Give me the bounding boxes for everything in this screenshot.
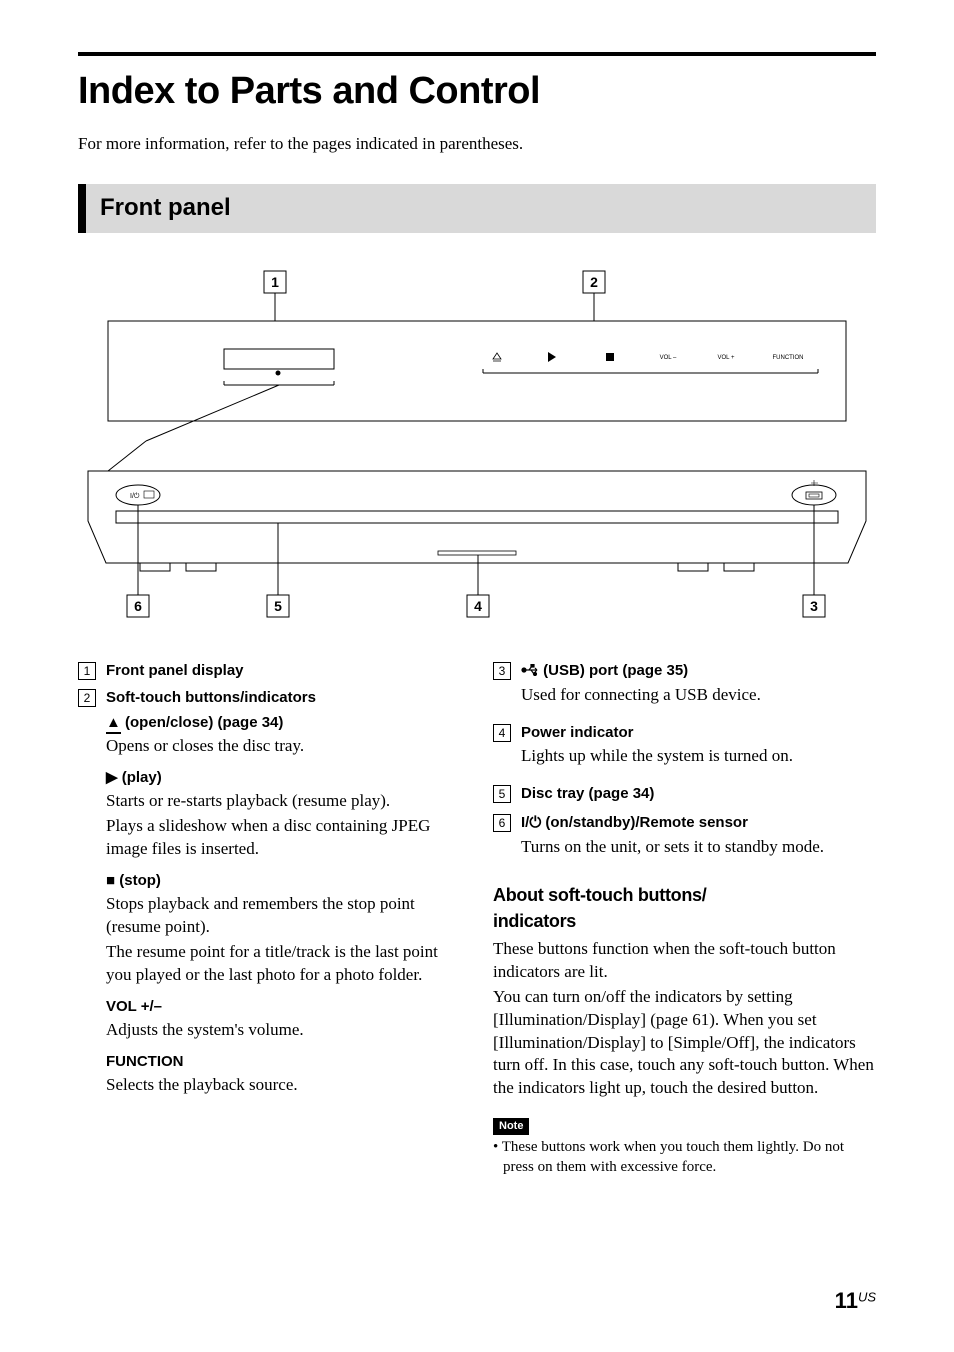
item-4-desc: Lights up while the system is turned on. <box>521 745 876 768</box>
soft-touch-heading-2: indicators <box>493 909 876 933</box>
num-5: 5 <box>493 785 511 803</box>
front-panel-figure: 1 2 VOL – VOL + FUNCTION I/⏻ <box>78 255 876 635</box>
vol-label: VOL +/– <box>106 997 461 1017</box>
item-6-desc: Turns on the unit, or sets it to standby… <box>521 836 876 859</box>
open-close-desc: Opens or closes the disc tray. <box>106 735 461 758</box>
function-label: FUNCTION <box>773 355 804 361</box>
play-desc-1: Starts or re-starts playback (resume pla… <box>106 790 461 813</box>
soft-touch-desc-1: These buttons function when the soft-tou… <box>493 938 876 984</box>
usb-icon <box>521 664 539 676</box>
callout-5: 5 <box>274 598 282 614</box>
callout-1: 1 <box>271 274 279 290</box>
stop-icon: ■ <box>106 872 115 889</box>
num-3: 3 <box>493 662 511 680</box>
power-sensor-icon: I/⏻ <box>116 485 160 505</box>
num-6: 6 <box>493 814 511 832</box>
item-4: 4 Power indicator Lights up while the sy… <box>493 721 876 779</box>
stop-block: ■ (stop) Stops playback and remembers th… <box>106 871 461 987</box>
function-block: FUNCTION Selects the playback source. <box>106 1052 461 1097</box>
function-desc: Selects the playback source. <box>106 1074 461 1097</box>
soft-touch-heading-1: About soft-touch buttons/ <box>493 883 876 907</box>
item-1: 1 Front panel display <box>78 659 461 682</box>
note-text: • These buttons work when you touch them… <box>493 1137 876 1178</box>
intro-text: For more information, refer to the pages… <box>78 133 876 156</box>
item-5: 5 Disc tray (page 34) <box>493 782 876 805</box>
svg-text:I/⏻: I/⏻ <box>130 492 140 500</box>
page-number: 11US <box>835 1286 876 1316</box>
num-2: 2 <box>78 689 96 707</box>
play-icon: ▶ <box>106 769 118 786</box>
vol-desc: Adjusts the system's volume. <box>106 1019 461 1042</box>
vol-minus-label: VOL – <box>660 355 677 361</box>
callout-3: 3 <box>810 598 818 614</box>
power-icon: ⏻ <box>529 814 541 831</box>
item-3-label: (USB) port (page 35) <box>539 662 688 679</box>
eject-icon: ▲ <box>106 713 121 733</box>
stop-desc-2: The resume point for a title/track is th… <box>106 941 461 987</box>
play-desc-2: Plays a slideshow when a disc containing… <box>106 815 461 861</box>
item-3-desc: Used for connecting a USB device. <box>521 684 876 707</box>
description-columns: 1 Front panel display 2 Soft-touch butto… <box>78 659 876 1178</box>
item-3: 3 (USB) port (page 35) Used for connecti… <box>493 659 876 717</box>
open-close-block: ▲ (open/close) (page 34) Opens or closes… <box>106 713 461 758</box>
left-column: 1 Front panel display 2 Soft-touch butto… <box>78 659 461 1178</box>
callout-4: 4 <box>474 598 482 614</box>
num-1: 1 <box>78 662 96 680</box>
section-heading: Front panel <box>78 184 876 232</box>
callout-6: 6 <box>134 598 142 614</box>
page-title: Index to Parts and Control <box>78 66 876 117</box>
note-tag: Note <box>493 1118 529 1135</box>
vol-plus-label: VOL + <box>718 355 735 361</box>
item-1-label: Front panel display <box>106 662 244 679</box>
num-4: 4 <box>493 724 511 742</box>
play-label: (play) <box>118 769 162 786</box>
item-6: 6 I/⏻ (on/standby)/Remote sensor Turns o… <box>493 811 876 869</box>
page-number-value: 11 <box>835 1288 858 1313</box>
item-6-label: (on/standby)/Remote sensor <box>541 814 748 831</box>
function-label-text: FUNCTION <box>106 1052 461 1072</box>
open-close-label: (open/close) (page 34) <box>121 714 284 731</box>
region-code: US <box>858 1290 876 1305</box>
item-4-label: Power indicator <box>521 724 634 741</box>
item-2-label: Soft-touch buttons/indicators <box>106 689 316 706</box>
stop-label: (stop) <box>115 872 161 889</box>
item-2: 2 Soft-touch buttons/indicators <box>78 686 461 709</box>
top-rule <box>78 52 876 56</box>
item-5-label: Disc tray (page 34) <box>521 785 654 802</box>
stop-desc-1: Stops playback and remembers the stop po… <box>106 893 461 939</box>
right-column: 3 (USB) port (page 35) Used for connecti… <box>493 659 876 1178</box>
soft-touch-desc-2: You can turn on/off the indicators by se… <box>493 986 876 1101</box>
play-block: ▶ (play) Starts or re-starts playback (r… <box>106 768 461 861</box>
callout-2: 2 <box>590 274 598 290</box>
vol-block: VOL +/– Adjusts the system's volume. <box>106 997 461 1042</box>
